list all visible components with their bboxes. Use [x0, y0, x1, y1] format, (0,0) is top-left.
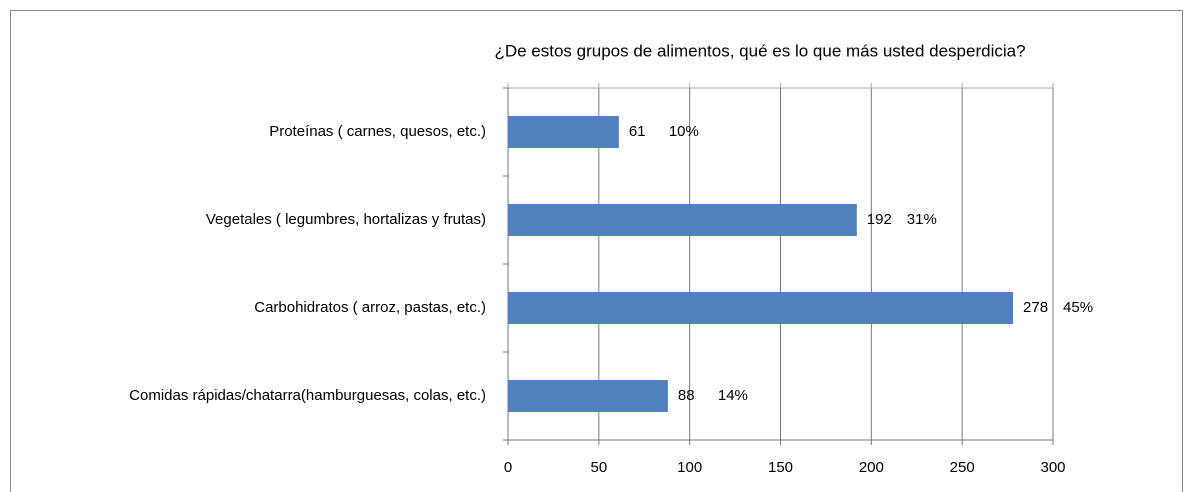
x-tick-label: 50 [590, 459, 607, 476]
percent-label: 45% [1063, 299, 1093, 316]
x-tick-label: 150 [768, 459, 793, 476]
y-tick-label: Comidas rápidas/chatarra(hamburguesas, c… [129, 387, 486, 404]
percent-label: 31% [907, 211, 937, 228]
value-label: 192 [867, 211, 892, 228]
bar [508, 204, 857, 236]
percent-label: 14% [718, 387, 748, 404]
bar [508, 292, 1014, 324]
x-tick-label: 250 [950, 459, 975, 476]
y-tick-label: Vegetales ( legumbres, hortalizas y frut… [206, 211, 486, 228]
x-tick-label: 300 [1040, 459, 1065, 476]
x-tick-label: 100 [677, 459, 702, 476]
y-tick-label: Carbohidratos ( arroz, pastas, etc.) [254, 299, 486, 316]
y-tick-label: Proteínas ( carnes, quesos, etc.) [269, 123, 486, 140]
percent-label: 10% [669, 123, 699, 140]
x-tick-label: 0 [504, 459, 512, 476]
value-label: 61 [629, 123, 646, 140]
value-label: 88 [678, 387, 695, 404]
bar [508, 116, 619, 148]
chart-title: ¿De estos grupos de alimentos, qué es lo… [494, 41, 1025, 60]
bar [508, 380, 668, 412]
value-label: 278 [1023, 299, 1048, 316]
x-tick-label: 200 [859, 459, 884, 476]
chart-frame [10, 10, 1183, 492]
